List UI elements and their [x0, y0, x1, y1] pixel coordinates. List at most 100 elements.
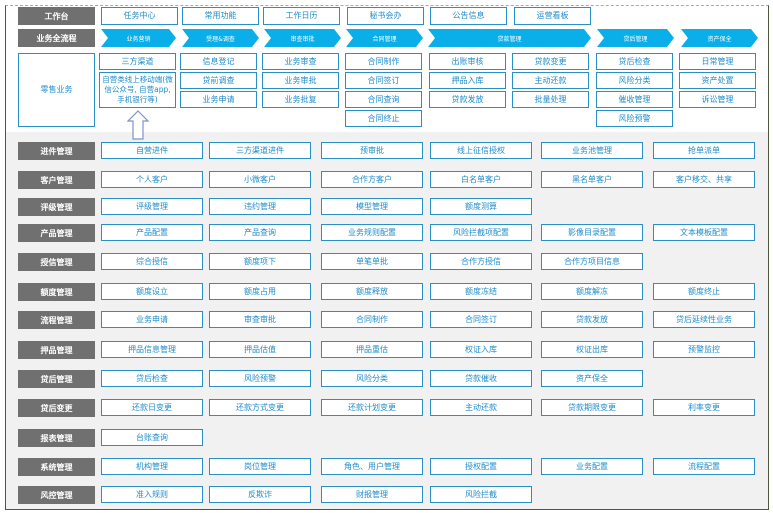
module-item[interactable]: 贷后检查: [101, 370, 203, 387]
module-item[interactable]: 还款方式变更: [209, 399, 311, 416]
module-item[interactable]: 额度占用: [209, 283, 311, 300]
module-item[interactable]: 风险拦截项配置: [430, 224, 532, 241]
retail-item[interactable]: 业务审查: [262, 53, 339, 70]
process-stage[interactable]: 审查审批: [264, 29, 341, 47]
module-item[interactable]: 抢单派单: [653, 142, 755, 159]
process-stage[interactable]: 受理&调查: [182, 29, 259, 47]
retail-item[interactable]: 合同终止: [345, 110, 422, 127]
process-stage[interactable]: 贷款管理: [428, 29, 591, 47]
module-item[interactable]: 业务规则配置: [321, 224, 423, 241]
module-item[interactable]: 合作方客户: [321, 171, 423, 188]
retail-item[interactable]: 出账审核: [429, 53, 506, 70]
module-item[interactable]: 个人客户: [101, 171, 203, 188]
module-item[interactable]: 业务池管理: [541, 142, 643, 159]
module-item[interactable]: 贷款催收: [430, 370, 532, 387]
module-item[interactable]: 文本模板配置: [653, 224, 755, 241]
module-item[interactable]: 角色、用户管理: [321, 458, 423, 475]
retail-item[interactable]: 风险预警: [596, 110, 673, 127]
retail-item[interactable]: 业务审批: [262, 72, 339, 89]
retail-item[interactable]: 业务申请: [180, 91, 257, 108]
module-item[interactable]: 风险分类: [321, 370, 423, 387]
process-stage[interactable]: 合同管理: [346, 29, 423, 47]
retail-item[interactable]: 日常管理: [679, 53, 756, 70]
retail-item[interactable]: 信息登记: [180, 53, 257, 70]
retail-item[interactable]: 合同查询: [345, 91, 422, 108]
module-item[interactable]: 利率变更: [653, 399, 755, 416]
retail-item[interactable]: 自营类线上移动端(微信公众号, 自营app, 手机银行等): [99, 72, 176, 108]
module-item[interactable]: 主动还款: [430, 399, 532, 416]
module-item[interactable]: 台账查询: [101, 429, 203, 446]
module-item[interactable]: 押品估值: [209, 341, 311, 358]
module-item[interactable]: 反欺诈: [209, 486, 311, 503]
module-item[interactable]: 合作方项目信息: [541, 253, 643, 270]
process-stage[interactable]: 资产保全: [681, 29, 758, 47]
module-item[interactable]: 额度冻结: [430, 283, 532, 300]
module-item[interactable]: 押品信息管理: [101, 341, 203, 358]
process-stage[interactable]: 贷后管理: [597, 29, 674, 47]
module-item[interactable]: 权证入库: [430, 341, 532, 358]
module-item[interactable]: 预审批: [321, 142, 423, 159]
module-item[interactable]: 业务配置: [541, 458, 643, 475]
module-item[interactable]: 额度项下: [209, 253, 311, 270]
module-item[interactable]: 财报管理: [321, 486, 423, 503]
module-item[interactable]: 影像目录配置: [541, 224, 643, 241]
workbench-item[interactable]: 秘书会办: [347, 7, 424, 25]
module-item[interactable]: 授权配置: [430, 458, 532, 475]
retail-item[interactable]: 批量处理: [512, 91, 589, 108]
retail-item[interactable]: 三方渠道: [99, 53, 176, 70]
workbench-item[interactable]: 常用功能: [182, 7, 259, 25]
workbench-item[interactable]: 任务中心: [101, 7, 178, 25]
module-item[interactable]: 违约管理: [209, 198, 311, 215]
module-item[interactable]: 产品配置: [101, 224, 203, 241]
module-item[interactable]: 流程配置: [653, 458, 755, 475]
retail-item[interactable]: 诉讼管理: [679, 91, 756, 108]
module-item[interactable]: 额度终止: [653, 283, 755, 300]
retail-item[interactable]: 风险分类: [596, 72, 673, 89]
module-item[interactable]: 准入规则: [101, 486, 203, 503]
module-item[interactable]: 审查审批: [209, 311, 311, 328]
module-item[interactable]: 自营进件: [101, 142, 203, 159]
module-item[interactable]: 机构管理: [101, 458, 203, 475]
module-item[interactable]: 额度释放: [321, 283, 423, 300]
retail-item[interactable]: 贷款发放: [429, 91, 506, 108]
module-item[interactable]: 综合授信: [101, 253, 203, 270]
module-item[interactable]: 权证出库: [541, 341, 643, 358]
module-item[interactable]: 白名单客户: [430, 171, 532, 188]
retail-item[interactable]: 贷前调查: [180, 72, 257, 89]
retail-item[interactable]: 资产处置: [679, 72, 756, 89]
retail-item[interactable]: 催收管理: [596, 91, 673, 108]
module-item[interactable]: 预警监控: [653, 341, 755, 358]
module-item[interactable]: 业务申请: [101, 311, 203, 328]
module-item[interactable]: 押品重估: [321, 341, 423, 358]
module-item[interactable]: 风险预警: [209, 370, 311, 387]
module-item[interactable]: 模型管理: [321, 198, 423, 215]
module-item[interactable]: 风险拦截: [430, 486, 532, 503]
retail-item[interactable]: 主动还款: [512, 72, 589, 89]
retail-item[interactable]: 贷款变更: [512, 53, 589, 70]
module-item[interactable]: 合作方授信: [430, 253, 532, 270]
module-item[interactable]: 单笔单批: [321, 253, 423, 270]
module-item[interactable]: 黑名单客户: [541, 171, 643, 188]
module-item[interactable]: 资产保全: [541, 370, 643, 387]
process-stage[interactable]: 业务营销: [101, 29, 176, 47]
module-item[interactable]: 评级管理: [101, 198, 203, 215]
retail-item[interactable]: 押品入库: [429, 72, 506, 89]
workbench-item[interactable]: 运营看板: [514, 7, 591, 25]
module-item[interactable]: 线上征信授权: [430, 142, 532, 159]
module-item[interactable]: 岗位管理: [209, 458, 311, 475]
module-item[interactable]: 额度测算: [430, 198, 532, 215]
module-item[interactable]: 额度设立: [101, 283, 203, 300]
module-item[interactable]: 客户移交、共享: [653, 171, 755, 188]
module-item[interactable]: 还款日变更: [101, 399, 203, 416]
module-item[interactable]: 贷款发放: [541, 311, 643, 328]
module-item[interactable]: 贷款期限变更: [541, 399, 643, 416]
module-item[interactable]: 产品查询: [209, 224, 311, 241]
module-item[interactable]: 还款计划变更: [321, 399, 423, 416]
workbench-item[interactable]: 工作日历: [263, 7, 340, 25]
workbench-item[interactable]: 公告信息: [430, 7, 507, 25]
module-item[interactable]: 小微客户: [209, 171, 311, 188]
retail-item[interactable]: 合同签订: [345, 72, 422, 89]
module-item[interactable]: 合同签订: [430, 311, 532, 328]
module-item[interactable]: 额度解冻: [541, 283, 643, 300]
retail-item[interactable]: 业务批复: [262, 91, 339, 108]
